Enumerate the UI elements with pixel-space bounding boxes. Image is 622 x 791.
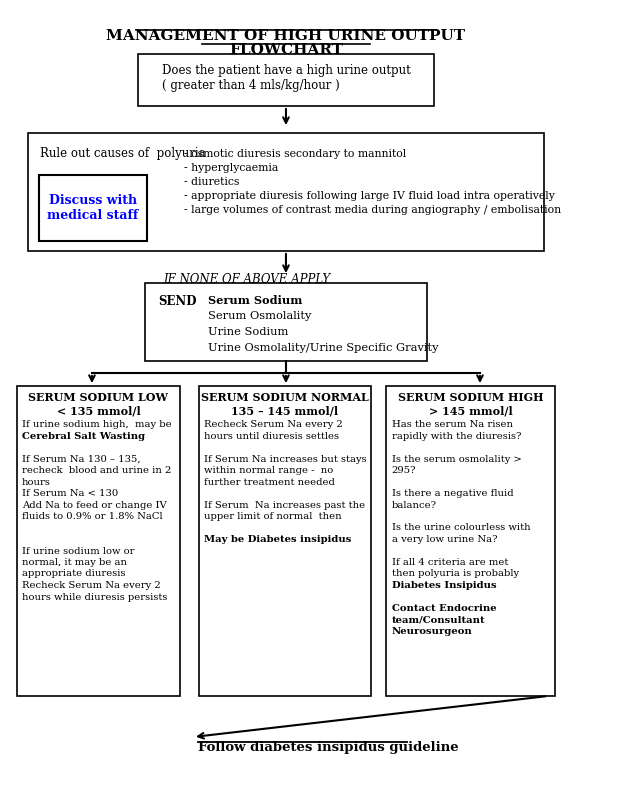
Bar: [138, 54, 434, 106]
Text: Contact Endocrine: Contact Endocrine: [392, 604, 496, 613]
Text: Cerebral Salt Wasting: Cerebral Salt Wasting: [22, 432, 145, 441]
Text: rapidly with the diuresis?: rapidly with the diuresis?: [392, 432, 521, 441]
Bar: [386, 386, 555, 696]
Text: hours: hours: [22, 478, 51, 486]
Text: - osmotic diuresis secondary to mannitol
- hyperglycaemia
- diuretics
- appropri: - osmotic diuresis secondary to mannitol…: [184, 149, 561, 215]
Text: fluids to 0.9% or 1.8% NaCl: fluids to 0.9% or 1.8% NaCl: [22, 512, 163, 521]
Text: May be Diabetes insipidus: May be Diabetes insipidus: [204, 535, 351, 544]
Text: SEND: SEND: [158, 295, 197, 308]
Text: Add Na to feed or change IV: Add Na to feed or change IV: [22, 501, 167, 509]
Text: SERUM SODIUM HIGH: SERUM SODIUM HIGH: [398, 392, 544, 403]
Text: Discuss with
medical staff: Discuss with medical staff: [47, 194, 139, 222]
Bar: [198, 386, 371, 696]
Bar: [39, 175, 147, 241]
Text: upper limit of normal  then: upper limit of normal then: [204, 512, 341, 521]
Text: Does the patient have a high urine output
( greater than 4 mls/kg/hour ): Does the patient have a high urine outpu…: [162, 64, 411, 92]
Text: If Serum Na < 130: If Serum Na < 130: [22, 489, 118, 498]
Text: then polyuria is probably: then polyuria is probably: [392, 570, 519, 578]
Text: Recheck Serum Na every 2: Recheck Serum Na every 2: [204, 420, 343, 429]
Text: balance?: balance?: [392, 501, 437, 509]
Text: appropriate diuresis: appropriate diuresis: [22, 570, 126, 578]
Text: If urine sodium low or: If urine sodium low or: [22, 547, 134, 555]
Text: Urine Osmolality/Urine Specific Gravity: Urine Osmolality/Urine Specific Gravity: [208, 343, 439, 353]
Bar: [146, 283, 427, 361]
Text: Has the serum Na risen: Has the serum Na risen: [392, 420, 513, 429]
Text: > 145 mmol/l: > 145 mmol/l: [429, 405, 513, 416]
Text: < 135 mmol/l: < 135 mmol/l: [57, 405, 140, 416]
Text: Neurosurgeon: Neurosurgeon: [392, 627, 473, 636]
Bar: [17, 386, 180, 696]
Text: Urine Sodium: Urine Sodium: [208, 327, 288, 337]
Text: recheck  blood and urine in 2: recheck blood and urine in 2: [22, 466, 172, 475]
Text: normal, it may be an: normal, it may be an: [22, 558, 127, 567]
Text: Diabetes Insipidus: Diabetes Insipidus: [392, 581, 496, 590]
Text: 295?: 295?: [392, 466, 416, 475]
Text: If Serum Na 130 – 135,: If Serum Na 130 – 135,: [22, 455, 141, 464]
Text: SERUM SODIUM NORMAL: SERUM SODIUM NORMAL: [201, 392, 369, 403]
Text: Rule out causes of  polyuria: Rule out causes of polyuria: [40, 147, 206, 160]
Text: If Serum  Na increases past the: If Serum Na increases past the: [204, 501, 365, 509]
Text: MANAGEMENT OF HIGH URINE OUTPUT: MANAGEMENT OF HIGH URINE OUTPUT: [106, 29, 465, 43]
Text: If urine sodium high,  may be: If urine sodium high, may be: [22, 420, 172, 429]
Text: within normal range -  no: within normal range - no: [204, 466, 333, 475]
Text: hours until diuresis settles: hours until diuresis settles: [204, 432, 339, 441]
Text: hours while diuresis persists: hours while diuresis persists: [22, 592, 167, 601]
Text: Is the urine colourless with: Is the urine colourless with: [392, 524, 531, 532]
Text: 135 – 145 mmol/l: 135 – 145 mmol/l: [231, 405, 338, 416]
Text: Serum Sodium: Serum Sodium: [208, 295, 302, 306]
Text: FLOWCHART: FLOWCHART: [229, 43, 343, 57]
Text: SERUM SODIUM LOW: SERUM SODIUM LOW: [29, 392, 169, 403]
Text: Follow diabetes insipidus guideline: Follow diabetes insipidus guideline: [198, 741, 458, 754]
Text: Is the serum osmolality >: Is the serum osmolality >: [392, 455, 521, 464]
Text: Recheck Serum Na every 2: Recheck Serum Na every 2: [22, 581, 161, 590]
Text: team/Consultant: team/Consultant: [392, 615, 485, 625]
Bar: [27, 133, 544, 251]
Text: If all 4 criteria are met: If all 4 criteria are met: [392, 558, 508, 567]
Text: Serum Osmolality: Serum Osmolality: [208, 311, 311, 321]
Text: a very low urine Na?: a very low urine Na?: [392, 535, 497, 544]
Text: Is there a negative fluid: Is there a negative fluid: [392, 489, 513, 498]
Text: further treatment needed: further treatment needed: [204, 478, 335, 486]
Text: IF NONE OF ABOVE APPLY: IF NONE OF ABOVE APPLY: [164, 273, 331, 286]
Text: If Serum Na increases but stays: If Serum Na increases but stays: [204, 455, 367, 464]
